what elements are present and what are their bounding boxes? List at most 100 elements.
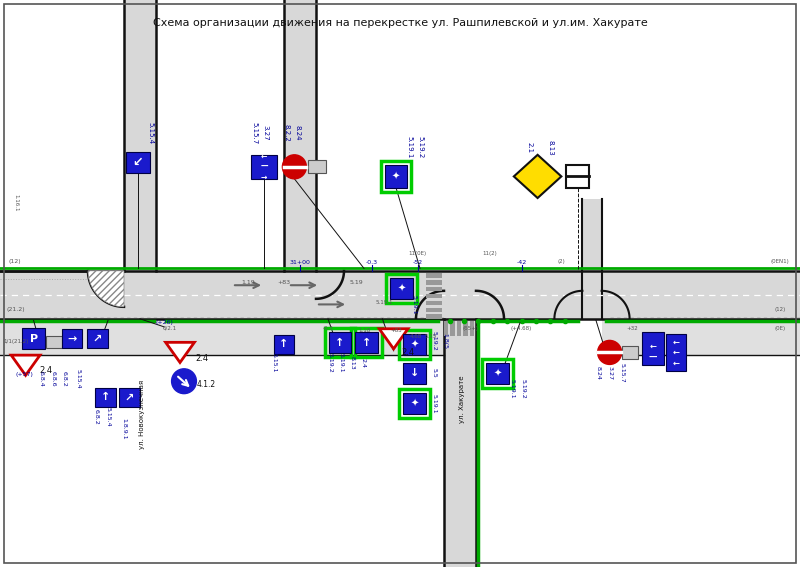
Bar [444, 319, 476, 567]
Bar [426, 280, 442, 285]
Bar [325, 328, 355, 357]
Bar [666, 334, 686, 371]
Text: 5.19.2: 5.19.2 [521, 379, 526, 399]
Text: —: — [649, 353, 657, 362]
Circle shape [598, 340, 622, 365]
Bar [403, 334, 426, 355]
Text: ✦: ✦ [410, 399, 418, 409]
Text: -52: -52 [413, 260, 422, 265]
Bar [351, 328, 382, 357]
Text: 6.8.2: 6.8.2 [94, 409, 98, 424]
Text: 5.15.1: 5.15.1 [271, 353, 276, 373]
Text: 1/1(21.2): 1/1(21.2) [3, 338, 29, 344]
Text: 5.15.4: 5.15.4 [106, 407, 110, 426]
Text: ул. Новокузнечная: ул. Новокузнечная [139, 380, 146, 450]
Bar [251, 155, 277, 179]
Text: ↑: ↑ [101, 392, 110, 402]
Text: 2.4: 2.4 [40, 366, 53, 375]
Text: P: P [30, 334, 38, 344]
Bar [457, 321, 462, 336]
Text: 5.19.1: 5.19.1 [375, 301, 393, 305]
Text: 8.24: 8.24 [596, 366, 601, 380]
Polygon shape [166, 342, 194, 362]
Text: ↗: ↗ [125, 392, 134, 402]
Bar [119, 388, 140, 407]
Bar [426, 294, 442, 298]
Bar [0, 271, 800, 319]
Text: ←
←
←: ← ← ← [673, 337, 679, 367]
Bar [399, 389, 430, 418]
Text: (12): (12) [774, 307, 786, 312]
Text: (65+): (65+) [462, 326, 478, 331]
Text: ←: ← [650, 364, 656, 373]
Text: (21.2): (21.2) [6, 307, 26, 312]
Text: 5.19: 5.19 [349, 280, 363, 285]
Text: ✦: ✦ [494, 368, 502, 378]
Text: (+57): (+57) [15, 373, 33, 377]
Text: (0E): (0E) [774, 326, 786, 331]
Text: -42: -42 [517, 260, 526, 265]
Bar [426, 273, 442, 278]
Bar [470, 321, 474, 336]
Bar [622, 346, 638, 359]
Bar [381, 161, 411, 192]
Text: 6.8.2: 6.8.2 [62, 371, 66, 387]
Polygon shape [514, 155, 562, 198]
Bar [95, 388, 116, 407]
Polygon shape [88, 271, 124, 307]
Text: 4.1.2: 4.1.2 [197, 380, 216, 389]
Bar [308, 160, 326, 174]
Text: 4.68: 4.68 [410, 334, 422, 339]
Text: ✦: ✦ [398, 284, 406, 293]
Text: 1.8.9.1: 1.8.9.1 [122, 418, 126, 440]
Text: 1.19: 1.19 [241, 280, 255, 285]
Text: 1.18: 1.18 [358, 328, 370, 333]
Bar [642, 332, 664, 365]
Bar [426, 314, 442, 319]
Bar [426, 307, 442, 312]
Bar [385, 165, 407, 188]
Text: ↗: ↗ [93, 334, 102, 344]
Text: 5.19.2: 5.19.2 [431, 331, 436, 351]
Circle shape [282, 155, 306, 179]
Text: (+4.68): (+4.68) [511, 326, 532, 331]
Text: 8.2.2: 8.2.2 [283, 124, 290, 142]
Text: 5.15.4: 5.15.4 [147, 122, 154, 144]
Text: -0.3: -0.3 [366, 260, 378, 265]
Bar [426, 301, 442, 305]
Text: 1.16.1: 1.16.1 [14, 194, 18, 211]
Text: +32: +32 [626, 326, 638, 331]
Text: ↑: ↑ [279, 340, 289, 349]
Text: +83: +83 [278, 280, 290, 285]
Bar [602, 319, 800, 355]
Text: ↑: ↑ [362, 338, 371, 348]
Text: 2.4: 2.4 [195, 354, 208, 363]
Text: 8.13: 8.13 [350, 356, 354, 370]
Text: 31+00: 31+00 [290, 260, 310, 265]
Text: 6.8.4: 6.8.4 [39, 371, 44, 387]
Bar [124, 0, 156, 271]
Text: ←: ← [650, 341, 656, 350]
Text: +83: +83 [390, 328, 402, 333]
Text: →: → [67, 334, 77, 344]
Bar [46, 336, 62, 348]
Bar [463, 321, 468, 336]
Text: (+26): (+26) [155, 320, 173, 325]
Text: 5.19.1: 5.19.1 [431, 394, 436, 413]
Bar [355, 332, 378, 353]
Text: 5.15.4: 5.15.4 [76, 369, 81, 388]
Bar [386, 274, 417, 303]
Bar [482, 359, 513, 388]
Bar [403, 363, 426, 384]
Bar [0, 319, 446, 355]
Text: 6.8.6: 6.8.6 [50, 371, 55, 387]
Text: 2.4: 2.4 [402, 348, 414, 357]
Bar [284, 0, 316, 271]
Text: 8.24: 8.24 [294, 125, 301, 141]
Text: ✦: ✦ [392, 171, 400, 181]
Text: ✦: ✦ [410, 340, 418, 349]
Bar [126, 153, 150, 174]
Text: 5.19.1: 5.19.1 [406, 136, 413, 158]
Text: 3.27: 3.27 [262, 125, 269, 141]
Text: 5.15.7: 5.15.7 [251, 122, 258, 145]
